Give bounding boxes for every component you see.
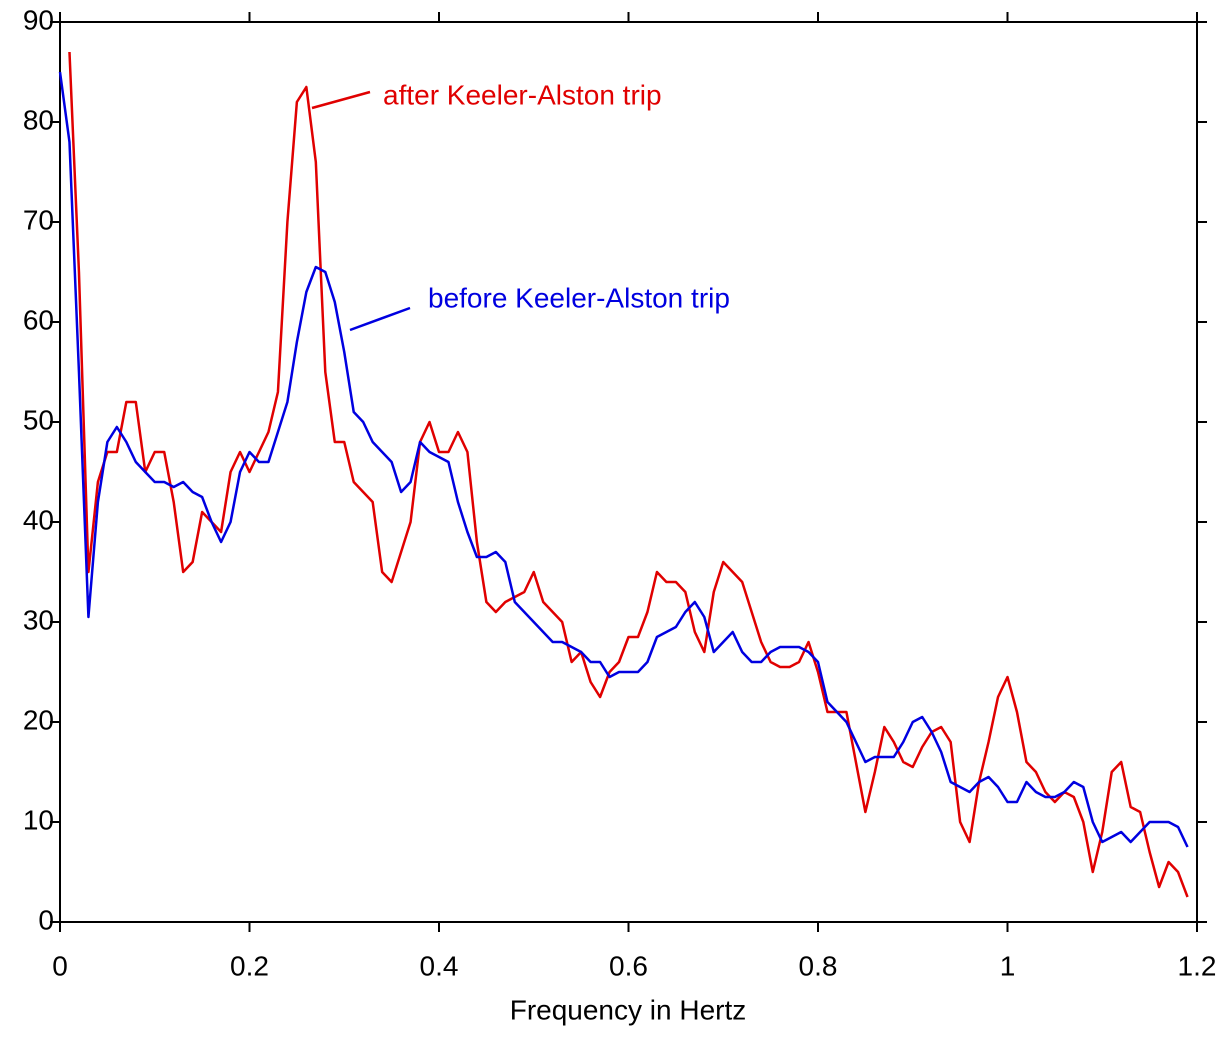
x-tick-label: 0.2 (230, 950, 269, 981)
annotation-pointer (349, 306, 411, 332)
x-tick-label: 1 (1000, 950, 1016, 981)
y-tick-label: 80 (23, 104, 54, 135)
annotation: after Keeler-Alston trip (383, 79, 662, 110)
annotation: before Keeler-Alston trip (428, 282, 730, 313)
data-line (58, 71, 1189, 848)
y-tick-label: 10 (23, 804, 54, 835)
y-tick-label: 0 (38, 904, 54, 935)
y-tick-label: 90 (23, 4, 54, 35)
x-tick-label: 0.8 (799, 950, 838, 981)
y-tick-label: 30 (23, 604, 54, 635)
data-line (68, 51, 1189, 898)
y-tick-label: 70 (23, 204, 54, 235)
y-tick-label: 40 (23, 504, 54, 535)
annotation-pointer (311, 90, 371, 110)
x-tick-label: 0.4 (420, 950, 459, 981)
y-tick-label: 20 (23, 704, 54, 735)
y-tick-label: 60 (23, 304, 54, 335)
x-axis-label: Frequency in Hertz (510, 994, 747, 1025)
x-tick-label: 0.6 (609, 950, 648, 981)
y-tick-label: 50 (23, 404, 54, 435)
x-tick-label: 0 (52, 950, 68, 981)
x-tick-label: 1.2 (1178, 950, 1217, 981)
